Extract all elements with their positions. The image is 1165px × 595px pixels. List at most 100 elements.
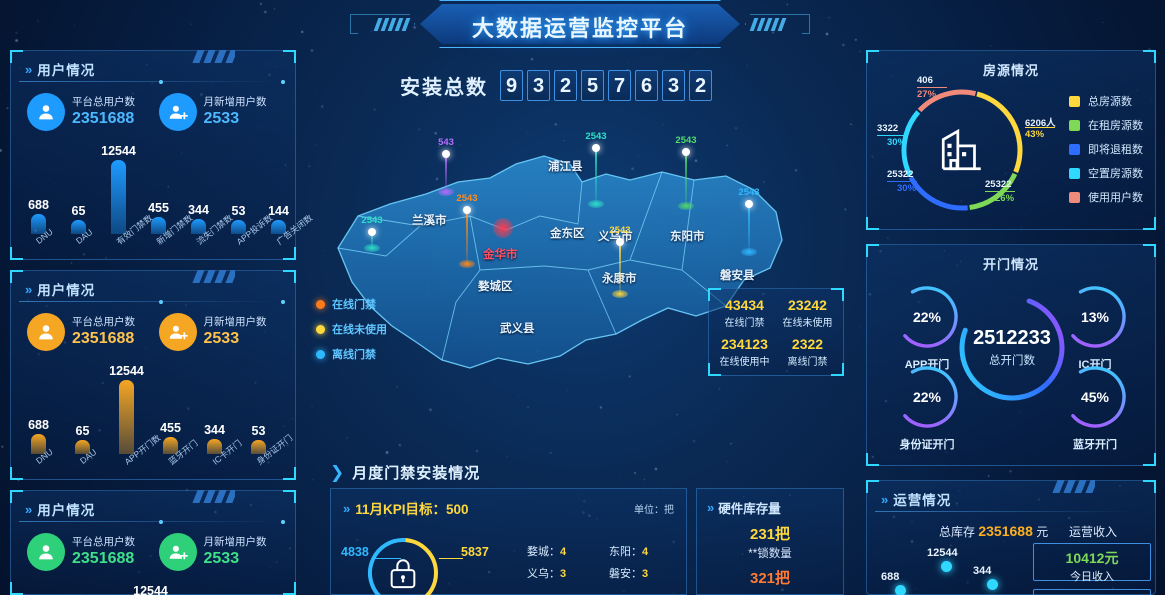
kpi-1[interactable]: 平台总用户数 2351688 <box>27 93 151 131</box>
housing-percent-label: 30% <box>887 137 906 148</box>
revenue-value: 10412元 <box>1034 548 1150 568</box>
bar-value: 12544 <box>101 144 136 158</box>
map-legend-item[interactable]: 在线未使用 <box>316 321 387 337</box>
kpi-1[interactable]: 平台总用户数 2351688 <box>27 313 151 351</box>
bar-item[interactable]: 144 广告关闭数 <box>271 220 286 234</box>
door-gauge[interactable]: 13% IC开门 <box>1061 283 1129 351</box>
bar-item[interactable]: 455 蓝牙开门 <box>163 437 178 454</box>
kpi-2[interactable]: 月新增用户数 2533 <box>159 533 283 571</box>
door-gauge[interactable]: 22% 身份证开门 <box>893 363 961 431</box>
double-chevron-icon: » <box>25 502 30 517</box>
housing-legend-item[interactable]: 总房源数 <box>1069 93 1143 109</box>
stat-cell: 234123 在线使用中 <box>715 336 774 368</box>
panel-notch <box>157 50 235 63</box>
user-plus-icon <box>159 533 197 571</box>
doors-total-label: 总开门数 <box>953 352 1071 368</box>
housing-value-label: 25322 <box>985 179 1011 190</box>
kpi-2[interactable]: 月新增用户数 2533 <box>159 93 283 131</box>
bar-item[interactable]: 688 DNU <box>31 434 46 454</box>
bar-value: 12544 <box>133 584 168 595</box>
map-marker[interactable]: 543 <box>442 150 450 192</box>
hardware-label-1: **锁数量 <box>697 545 843 561</box>
map-region-label[interactable]: 磐安县 <box>720 267 755 283</box>
app-title-bar: 大数据运营监控平台 <box>330 2 830 46</box>
bar-item[interactable]: 688 DNU <box>31 214 46 234</box>
housing-legend-item[interactable]: 即将退租数 <box>1069 141 1143 157</box>
bar-item[interactable]: 12544 APP开门数 <box>119 380 134 454</box>
title-left-slashes <box>376 18 408 31</box>
map-marker[interactable]: 2543 <box>592 144 600 204</box>
marker-value: 2543 <box>456 193 477 204</box>
map-marker[interactable]: 2543 <box>682 148 690 206</box>
door-gauge[interactable]: 45% 蓝牙开门 <box>1061 363 1129 431</box>
city-value: 3 <box>560 568 566 580</box>
kpi-row: 平台总用户数 2351688 月新增用户数 2533 <box>27 533 282 571</box>
kpi-donut <box>363 533 443 595</box>
kpi-city-item: 东阳：4 <box>609 543 677 559</box>
legend-swatch <box>1069 168 1080 179</box>
bar-value: 344 <box>204 423 225 437</box>
legend-swatch <box>1069 96 1080 107</box>
kpi-city-item: 义乌：3 <box>527 565 595 581</box>
kpi-value: 2533 <box>204 109 267 128</box>
city-name: 东阳： <box>609 546 642 558</box>
map-region-label[interactable]: 金东区 <box>550 225 585 241</box>
stat-cell: 2322 离线门禁 <box>778 336 837 368</box>
operations-panel-header: » 运营情况 <box>881 489 951 509</box>
housing-percent-label: 30% <box>897 183 916 194</box>
stat-cell: 43434 在线门禁 <box>715 297 774 329</box>
panel-header: » 用户情况 <box>25 59 95 79</box>
title-right-slashes <box>752 18 784 31</box>
map-region-label[interactable]: 武义县 <box>500 320 535 336</box>
map-region-label[interactable]: 兰溪市 <box>412 212 447 228</box>
bar-item[interactable]: 344 IC卡开门 <box>207 439 222 454</box>
map-region-label[interactable]: 浦江县 <box>548 158 583 174</box>
map-hotspot-glow <box>493 218 513 238</box>
double-chevron-icon: » <box>25 282 30 297</box>
map-region-label[interactable]: 婺城区 <box>478 278 513 294</box>
kpi-left-value: 4838 <box>341 545 369 559</box>
double-chevron-icon: » <box>25 62 30 77</box>
map-legend-item[interactable]: 在线门禁 <box>316 296 387 312</box>
bar-item[interactable]: 12544 有效门禁数 <box>111 160 126 234</box>
city-name: 磐安： <box>609 568 642 580</box>
housing-legend-item[interactable]: 在租房源数 <box>1069 117 1143 133</box>
bar-item[interactable]: 53 身份证开门 <box>251 440 266 454</box>
legend-label: 使用用户数 <box>1088 189 1143 205</box>
housing-legend-item[interactable]: 使用用户数 <box>1069 189 1143 205</box>
bar-item[interactable]: 344 流失门禁数 <box>191 219 206 234</box>
mini-point <box>987 579 998 590</box>
double-chevron-icon: » <box>343 501 348 516</box>
bar-item[interactable]: 65 DAU <box>71 220 86 234</box>
install-digit-2: 2 <box>554 70 577 101</box>
bar-value: 12544 <box>109 364 144 378</box>
kpi-row: 平台总用户数 2351688 月新增用户数 2533 <box>27 313 282 351</box>
map-marker[interactable]: 2543 <box>463 206 471 264</box>
doors-panel: 开门情况 22% APP开门 13% IC开门 22% 身份证开门 45% 蓝牙开门 2512… <box>866 244 1156 466</box>
city-name: 义乌： <box>527 568 560 580</box>
gauge-percent: 22% <box>893 309 961 325</box>
doors-total-value: 2512233 <box>953 327 1071 350</box>
kpi-2[interactable]: 月新增用户数 2533 <box>159 313 283 351</box>
bar-item[interactable]: 53 APP投诉数 <box>231 220 246 234</box>
revenue-box[interactable]: 12865元 <box>1033 589 1151 595</box>
map-marker[interactable]: 2543 <box>616 238 624 294</box>
bar-item[interactable]: 65 DAU <box>75 440 90 454</box>
kpi-value: 2351688 <box>72 109 135 128</box>
bar-item[interactable]: 455 新增门禁数 <box>151 217 166 234</box>
install-digit-3: 5 <box>581 70 604 101</box>
housing-value-label: 406 <box>917 75 933 86</box>
map-region-label[interactable]: 金华市 <box>483 246 518 262</box>
legend-label: 总房源数 <box>1088 93 1132 109</box>
map-legend-item[interactable]: 离线门禁 <box>316 346 387 362</box>
housing-legend-item[interactable]: 空置房源数 <box>1069 165 1143 181</box>
map-marker[interactable]: 2543 <box>368 228 376 248</box>
map-region-label[interactable]: 东阳市 <box>670 228 705 244</box>
kpi-1[interactable]: 平台总用户数 2351688 <box>27 533 151 571</box>
map-marker[interactable]: 2543 <box>745 200 753 252</box>
legend-swatch <box>1069 144 1080 155</box>
revenue-box[interactable]: 10412元 今日收入 <box>1033 543 1151 581</box>
legend-label: 在线门禁 <box>332 296 376 312</box>
door-gauge[interactable]: 22% APP开门 <box>893 283 961 351</box>
bar-chart: 688DNU65DAU12544APP开门数344蓝牙开门 <box>25 587 287 595</box>
